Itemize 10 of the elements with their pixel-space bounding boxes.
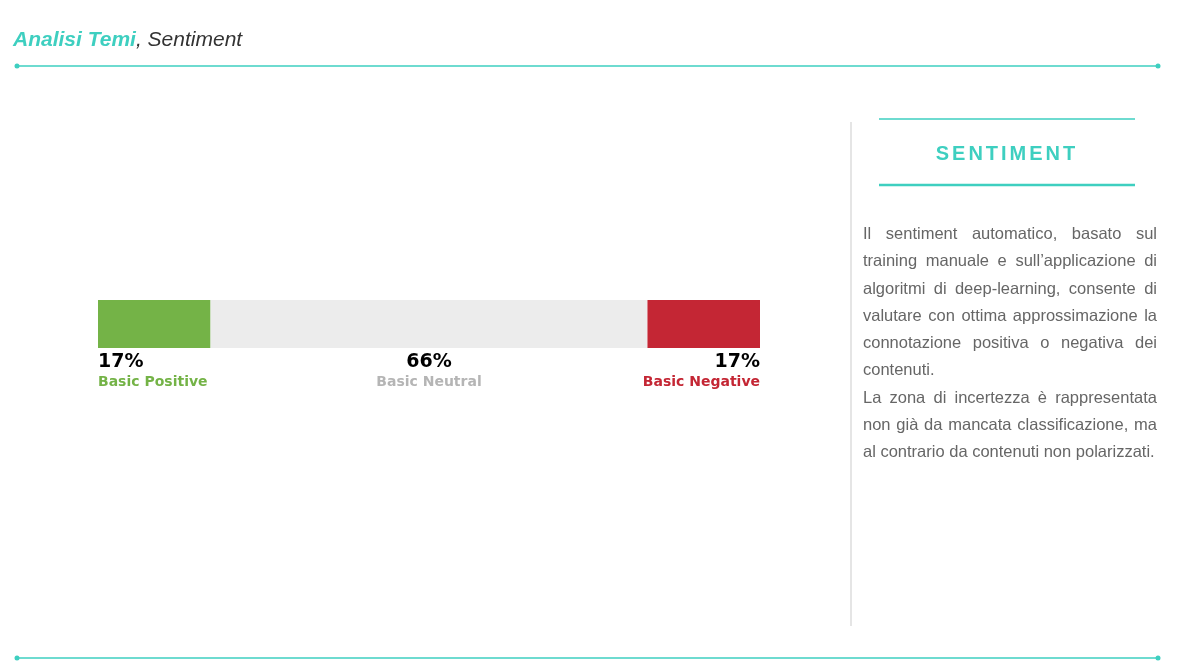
series-label: Basic Positive <box>98 373 208 389</box>
text: La zona di incertezza è rappresentata non già da mancata classificazione, ma al contrario da contenuti non polarizzati. <box>863 386 1157 463</box>
text: SENTIMENT <box>935 142 1079 164</box>
chart-title: Analisi Temi, Sentiment <box>12 27 244 50</box>
data-label: 66% <box>406 349 452 371</box>
series-label: Basic Negative <box>642 373 760 389</box>
text: Il sentiment automatico, basato sul training manuale e sull’applicazione di algoritmi di deep-learning, consente di valutare con ottima approssimazione la connotazione positiva o negativa dei contenuti. <box>863 223 1157 381</box>
data-label: 17% <box>98 349 144 371</box>
series-label: Basic Neutral <box>376 373 482 389</box>
data-label: 17% <box>714 349 760 371</box>
